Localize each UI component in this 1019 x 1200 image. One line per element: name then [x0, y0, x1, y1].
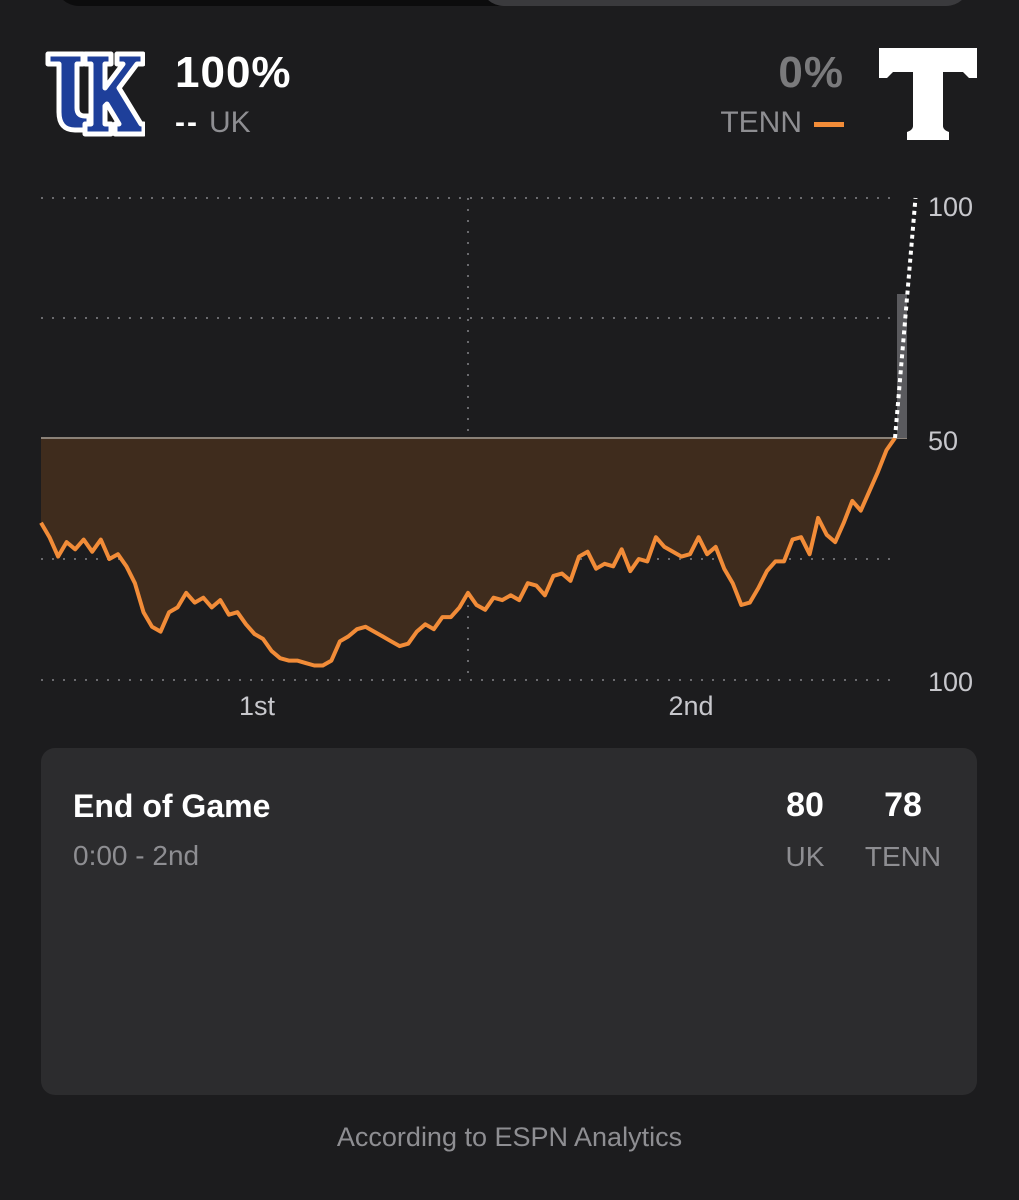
- y-tick-label-bottom: 100: [928, 667, 973, 697]
- y-tick-label-top: 100: [928, 192, 973, 222]
- tenn-area-fill: [41, 438, 895, 666]
- analytics-attribution: According to ESPN Analytics: [336, 1122, 683, 1152]
- game-status-title: End of Game: [73, 788, 271, 824]
- segment-tabs: [0, 0, 1019, 8]
- tab-active[interactable]: [55, 0, 530, 6]
- home-line-marker: [814, 121, 844, 127]
- x-tick-label-2nd: 2nd: [668, 691, 713, 720]
- home-team-abbr: TENN: [720, 106, 802, 139]
- away-team-abbr: UK: [208, 106, 251, 139]
- away-legend: -- UK: [175, 106, 251, 140]
- home-score-abbr: TENN: [864, 841, 942, 872]
- kentucky-logo-icon: [45, 51, 145, 137]
- tennessee-logo-icon: [879, 48, 977, 140]
- uk-probability-line: [893, 197, 918, 439]
- home-legend: TENN: [720, 106, 844, 140]
- home-win-probability: 0%: [778, 48, 844, 97]
- home-score-column: 78 TENN: [853, 786, 953, 873]
- tenn-probability-line: [39, 436, 897, 668]
- home-team-header: 0% TENN: [559, 40, 979, 150]
- away-win-probability: 100%: [175, 48, 292, 97]
- game-clock: 0:00 - 2nd: [73, 840, 200, 871]
- x-tick-label-1st: 1st: [239, 691, 276, 720]
- tab-inactive[interactable]: [480, 0, 970, 6]
- away-score-abbr: UK: [785, 841, 825, 872]
- away-score: 80: [786, 786, 824, 824]
- away-team-header: 100% -- UK: [45, 40, 465, 150]
- away-line-marker: --: [175, 106, 199, 139]
- away-score-column: 80 UK: [755, 786, 855, 873]
- game-status-card: End of Game 0:00 - 2nd 80 UK 78 TENN: [41, 748, 977, 1095]
- win-probability-chart: 100 50 100 1st 2nd: [39, 192, 973, 720]
- home-score: 78: [884, 786, 922, 824]
- y-tick-label-mid: 50: [928, 426, 958, 456]
